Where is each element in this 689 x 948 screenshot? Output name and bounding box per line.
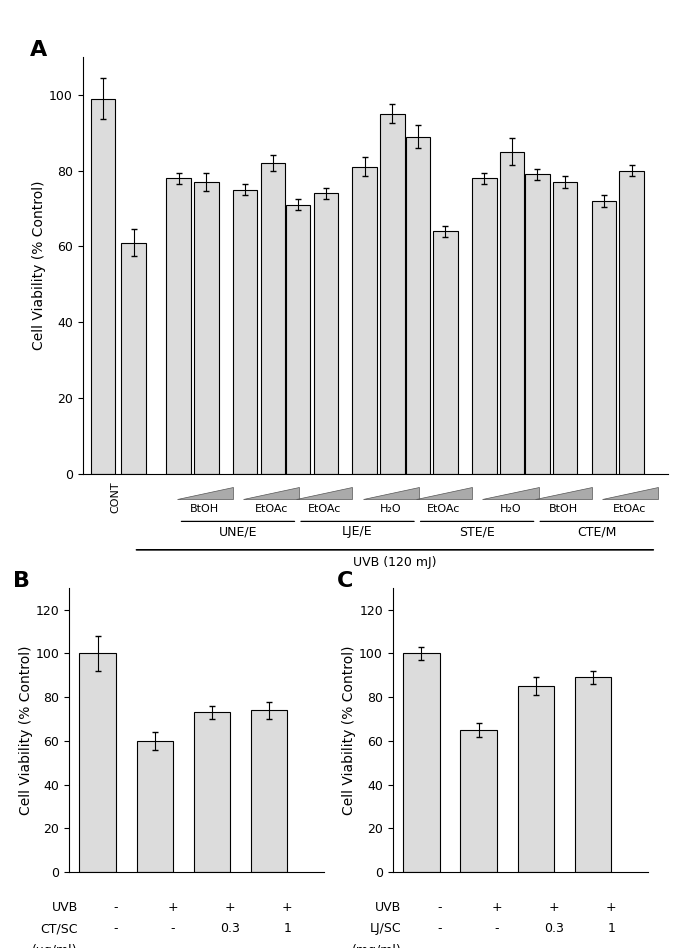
Text: CT/SC: CT/SC bbox=[40, 922, 78, 936]
Bar bbox=[460, 730, 497, 872]
Bar bbox=[433, 231, 457, 474]
Bar bbox=[575, 678, 611, 872]
Text: C: C bbox=[337, 571, 353, 591]
Text: BtOH: BtOH bbox=[549, 504, 578, 515]
Text: (μg/ml): (μg/ml) bbox=[32, 944, 78, 948]
Bar bbox=[91, 99, 115, 474]
Text: 0.3: 0.3 bbox=[544, 922, 564, 936]
Text: STE/E: STE/E bbox=[460, 525, 495, 538]
Bar bbox=[517, 686, 554, 872]
Text: +: + bbox=[548, 901, 559, 914]
Polygon shape bbox=[535, 487, 592, 499]
Bar bbox=[406, 137, 430, 474]
Text: -: - bbox=[438, 901, 442, 914]
Text: A: A bbox=[30, 40, 48, 60]
Bar bbox=[380, 114, 404, 474]
Y-axis label: Cell Viability (% Control): Cell Viability (% Control) bbox=[19, 646, 32, 814]
Bar bbox=[260, 163, 285, 474]
Text: -: - bbox=[114, 922, 118, 936]
Bar bbox=[313, 193, 338, 474]
Text: EtOAc: EtOAc bbox=[307, 504, 341, 515]
Text: -: - bbox=[495, 922, 499, 936]
Polygon shape bbox=[176, 487, 233, 499]
Text: -: - bbox=[438, 922, 442, 936]
Text: UVB: UVB bbox=[52, 901, 78, 914]
Text: LJE/E: LJE/E bbox=[342, 525, 373, 538]
Text: -: - bbox=[114, 901, 118, 914]
Text: UVB (120 mJ): UVB (120 mJ) bbox=[353, 556, 437, 569]
Text: +: + bbox=[491, 901, 502, 914]
Bar bbox=[403, 653, 440, 872]
Text: CONT: CONT bbox=[110, 482, 121, 513]
Text: EtOAc: EtOAc bbox=[254, 504, 288, 515]
Bar bbox=[619, 171, 644, 474]
Text: +: + bbox=[606, 901, 617, 914]
Text: UVB: UVB bbox=[376, 901, 402, 914]
Text: EtOAc: EtOAc bbox=[613, 504, 647, 515]
Text: 0.3: 0.3 bbox=[220, 922, 240, 936]
Polygon shape bbox=[601, 487, 658, 499]
Text: (mg/ml): (mg/ml) bbox=[352, 944, 402, 948]
Text: 1: 1 bbox=[283, 922, 291, 936]
Polygon shape bbox=[243, 487, 300, 499]
Text: CTE/M: CTE/M bbox=[577, 525, 617, 538]
Text: H₂O: H₂O bbox=[500, 504, 521, 515]
Polygon shape bbox=[415, 487, 472, 499]
Bar bbox=[136, 741, 173, 872]
Bar bbox=[472, 178, 497, 474]
Bar bbox=[286, 205, 311, 474]
Bar bbox=[592, 201, 616, 474]
Bar bbox=[553, 182, 577, 474]
Polygon shape bbox=[482, 487, 539, 499]
Text: H₂O: H₂O bbox=[380, 504, 402, 515]
Text: BtOH: BtOH bbox=[190, 504, 219, 515]
Bar bbox=[166, 178, 191, 474]
Bar bbox=[233, 190, 258, 474]
Text: B: B bbox=[13, 571, 30, 591]
Bar bbox=[251, 710, 287, 872]
Text: -: - bbox=[171, 922, 175, 936]
Text: UNE/E: UNE/E bbox=[218, 525, 257, 538]
Y-axis label: Cell Viability (% Control): Cell Viability (% Control) bbox=[32, 181, 46, 350]
Polygon shape bbox=[296, 487, 353, 499]
Polygon shape bbox=[362, 487, 419, 499]
Bar bbox=[121, 243, 146, 474]
Text: 1: 1 bbox=[607, 922, 615, 936]
Bar bbox=[500, 152, 524, 474]
Bar bbox=[79, 653, 116, 872]
Text: +: + bbox=[282, 901, 293, 914]
Bar bbox=[353, 167, 377, 474]
Text: +: + bbox=[225, 901, 236, 914]
Y-axis label: Cell Viability (% Control): Cell Viability (% Control) bbox=[342, 646, 356, 814]
Bar bbox=[194, 182, 218, 474]
Bar bbox=[525, 174, 550, 474]
Text: LJ/SC: LJ/SC bbox=[370, 922, 402, 936]
Bar bbox=[194, 713, 230, 872]
Text: EtOAc: EtOAc bbox=[427, 504, 460, 515]
Text: +: + bbox=[167, 901, 178, 914]
